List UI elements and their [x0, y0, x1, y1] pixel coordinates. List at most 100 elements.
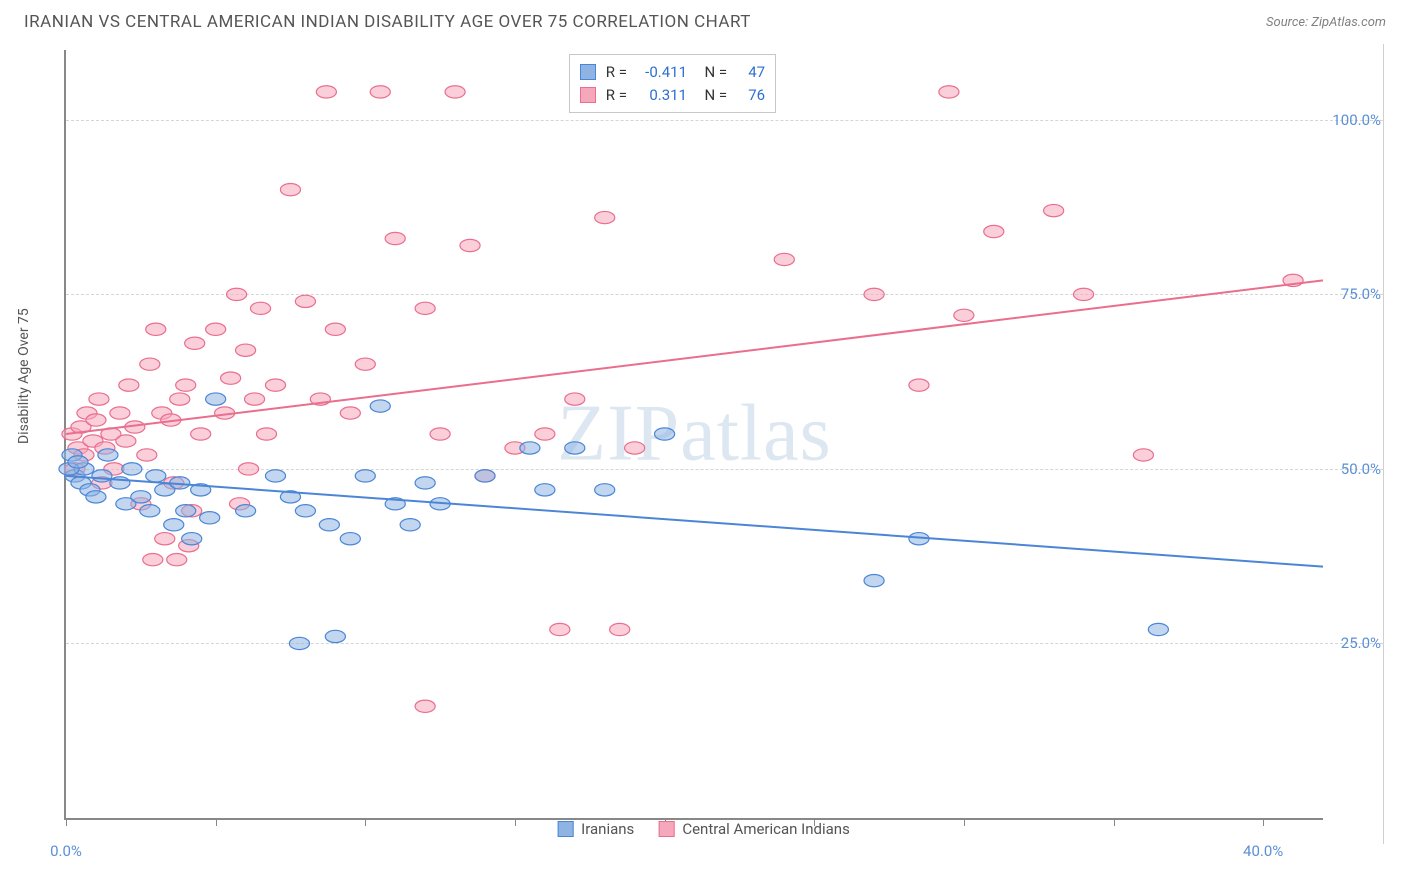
data-point: [206, 393, 226, 405]
data-point: [227, 288, 247, 300]
data-point: [385, 232, 405, 244]
data-point: [475, 470, 495, 482]
data-point: [340, 533, 360, 545]
x-tick: [365, 818, 366, 826]
data-point: [445, 86, 465, 98]
data-point: [146, 323, 166, 335]
data-point: [565, 442, 585, 454]
stats-row-iranians: R = -0.411 N = 47: [580, 61, 765, 84]
y-tick-label: 50.0%: [1325, 460, 1381, 478]
data-point: [265, 379, 285, 391]
legend-item-iranians: Iranians: [557, 820, 634, 838]
scatter-plot: [66, 50, 1323, 818]
data-point: [316, 86, 336, 98]
r-value-iranians: -0.411: [637, 61, 687, 84]
data-point: [137, 449, 157, 461]
data-point: [864, 288, 884, 300]
data-point: [430, 428, 450, 440]
swatch-cai: [580, 87, 596, 103]
data-point: [520, 442, 540, 454]
r-value-cai: 0.311: [637, 84, 687, 107]
data-point: [140, 358, 160, 370]
x-tick-label: 40.0%: [1243, 842, 1283, 860]
data-point: [170, 393, 190, 405]
y-tick-label: 100.0%: [1325, 111, 1381, 129]
x-tick: [515, 818, 516, 826]
data-point: [236, 505, 256, 517]
data-point: [122, 463, 142, 475]
data-point: [1044, 204, 1064, 216]
data-point: [289, 637, 309, 649]
data-point: [167, 554, 187, 566]
data-point: [595, 211, 615, 223]
chart-title: IRANIAN VS CENTRAL AMERICAN INDIAN DISAB…: [24, 12, 751, 32]
data-point: [176, 379, 196, 391]
data-point: [265, 470, 285, 482]
data-point: [86, 491, 106, 503]
plot-area: ZIPatlas 25.0%50.0%75.0%100.0% 0.0%40.0%…: [64, 50, 1323, 820]
data-point: [325, 630, 345, 642]
n-value-iranians: 47: [737, 61, 765, 84]
legend-item-cai: Central American Indians: [658, 820, 850, 838]
data-point: [415, 700, 435, 712]
r-label: R =: [606, 61, 627, 84]
data-point: [625, 442, 645, 454]
data-point: [244, 393, 264, 405]
data-point: [319, 519, 339, 531]
data-point: [98, 449, 118, 461]
data-point: [595, 484, 615, 496]
data-point: [146, 470, 166, 482]
data-point: [400, 519, 420, 531]
data-point: [460, 239, 480, 251]
swatch-iranians: [580, 64, 596, 80]
data-point: [295, 505, 315, 517]
data-point: [143, 554, 163, 566]
data-point: [89, 393, 109, 405]
y-tick-label: 75.0%: [1325, 285, 1381, 303]
data-point: [164, 519, 184, 531]
data-point: [340, 407, 360, 419]
data-point: [280, 183, 300, 195]
data-point: [415, 302, 435, 314]
data-point: [86, 414, 106, 426]
data-point: [200, 512, 220, 524]
x-tick: [1263, 818, 1264, 826]
data-point: [864, 574, 884, 586]
stats-row-cai: R = 0.311 N = 76: [580, 84, 765, 107]
data-point: [565, 393, 585, 405]
data-point: [236, 344, 256, 356]
data-point: [140, 505, 160, 517]
stats-legend-box: R = -0.411 N = 47 R = 0.311 N = 76: [569, 54, 776, 113]
data-point: [909, 379, 929, 391]
data-point: [206, 323, 226, 335]
data-point: [182, 533, 202, 545]
data-point: [131, 491, 151, 503]
data-point: [535, 428, 555, 440]
data-point: [355, 470, 375, 482]
source-label: Source: ZipAtlas.com: [1266, 15, 1386, 30]
x-tick: [964, 818, 965, 826]
n-label: N =: [697, 61, 727, 84]
data-point: [256, 428, 276, 440]
legend-label: Iranians: [581, 820, 634, 838]
data-point: [370, 400, 390, 412]
data-point: [984, 225, 1004, 237]
r-label: R =: [606, 84, 627, 107]
y-axis-label: Disability Age Over 75: [16, 308, 32, 444]
data-point: [116, 435, 136, 447]
data-point: [191, 428, 211, 440]
data-point: [774, 253, 794, 265]
data-point: [655, 428, 675, 440]
n-value-cai: 76: [737, 84, 765, 107]
x-tick-label: 0.0%: [50, 842, 82, 860]
trend-line: [66, 476, 1323, 567]
data-point: [325, 323, 345, 335]
legend-bottom: Iranians Central American Indians: [557, 820, 850, 838]
data-point: [1133, 449, 1153, 461]
data-point: [415, 477, 435, 489]
data-point: [550, 623, 570, 635]
data-point: [535, 484, 555, 496]
data-point: [250, 302, 270, 314]
data-point: [92, 470, 112, 482]
data-point: [110, 407, 130, 419]
